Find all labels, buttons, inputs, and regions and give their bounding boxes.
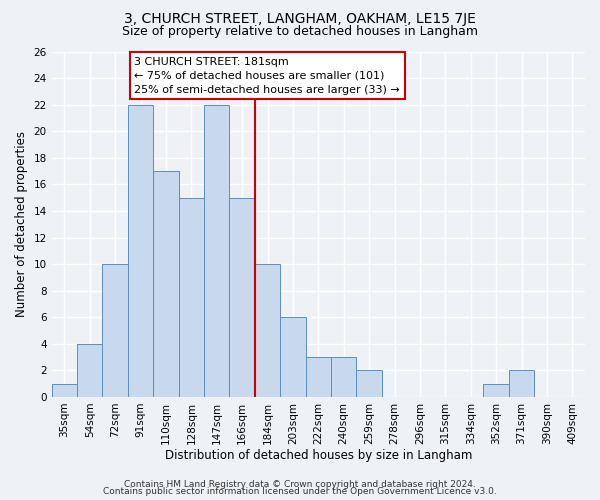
Bar [280, 317, 305, 397]
Bar [103, 264, 128, 397]
Bar [128, 104, 153, 397]
Bar [509, 370, 534, 397]
Bar [179, 198, 204, 397]
Bar [356, 370, 382, 397]
Bar [204, 104, 229, 397]
Bar [77, 344, 103, 397]
Bar [484, 384, 509, 397]
Bar [229, 198, 255, 397]
Text: Size of property relative to detached houses in Langham: Size of property relative to detached ho… [122, 25, 478, 38]
Bar [305, 357, 331, 397]
Bar [153, 171, 179, 397]
Bar [52, 384, 77, 397]
Text: Contains public sector information licensed under the Open Government Licence v3: Contains public sector information licen… [103, 487, 497, 496]
Text: 3 CHURCH STREET: 181sqm
← 75% of detached houses are smaller (101)
25% of semi-d: 3 CHURCH STREET: 181sqm ← 75% of detache… [134, 56, 400, 94]
Bar [255, 264, 280, 397]
Y-axis label: Number of detached properties: Number of detached properties [15, 131, 28, 317]
Text: Contains HM Land Registry data © Crown copyright and database right 2024.: Contains HM Land Registry data © Crown c… [124, 480, 476, 489]
Text: 3, CHURCH STREET, LANGHAM, OAKHAM, LE15 7JE: 3, CHURCH STREET, LANGHAM, OAKHAM, LE15 … [124, 12, 476, 26]
X-axis label: Distribution of detached houses by size in Langham: Distribution of detached houses by size … [164, 450, 472, 462]
Bar [331, 357, 356, 397]
